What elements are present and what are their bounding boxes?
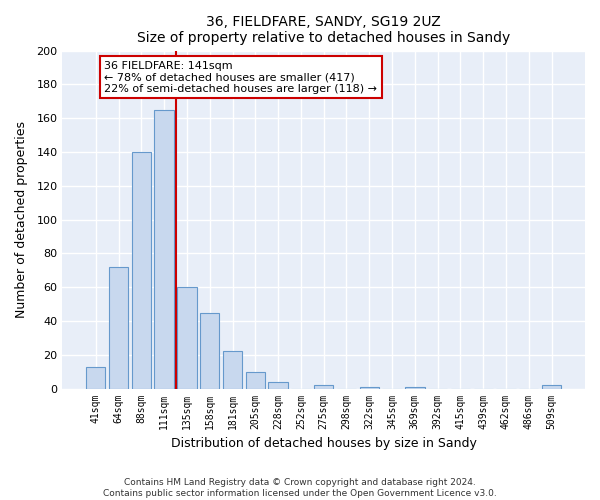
Bar [86, 366, 106, 388]
Bar [245, 372, 265, 388]
Text: 36 FIELDFARE: 141sqm
← 78% of detached houses are smaller (417)
22% of semi-deta: 36 FIELDFARE: 141sqm ← 78% of detached h… [104, 60, 377, 94]
Title: 36, FIELDFARE, SANDY, SG19 2UZ
Size of property relative to detached houses in S: 36, FIELDFARE, SANDY, SG19 2UZ Size of p… [137, 15, 510, 45]
Bar [177, 287, 197, 388]
Bar [109, 267, 128, 388]
Bar [200, 312, 220, 388]
Text: Contains HM Land Registry data © Crown copyright and database right 2024.
Contai: Contains HM Land Registry data © Crown c… [103, 478, 497, 498]
Bar [314, 385, 334, 388]
X-axis label: Distribution of detached houses by size in Sandy: Distribution of detached houses by size … [171, 437, 476, 450]
Bar [542, 385, 561, 388]
Bar [268, 382, 288, 388]
Bar [359, 387, 379, 388]
Bar [223, 352, 242, 389]
Y-axis label: Number of detached properties: Number of detached properties [15, 121, 28, 318]
Bar [131, 152, 151, 388]
Bar [405, 387, 425, 388]
Bar [154, 110, 174, 388]
